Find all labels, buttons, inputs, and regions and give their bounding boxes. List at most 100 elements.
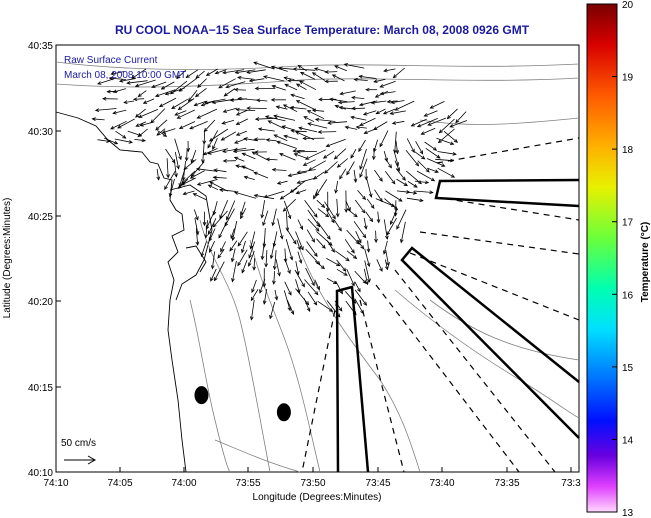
x-tick-label: 74:05 bbox=[107, 478, 132, 489]
y-tick-label: 40:25 bbox=[28, 212, 53, 223]
current-vector-head bbox=[222, 159, 227, 163]
current-vector bbox=[143, 98, 155, 104]
current-vector bbox=[232, 260, 237, 282]
current-vector bbox=[150, 108, 166, 124]
current-vector-head bbox=[229, 98, 234, 102]
current-vector-head bbox=[233, 156, 239, 161]
current-vector bbox=[157, 130, 167, 137]
current-vector bbox=[251, 299, 255, 320]
current-vector bbox=[258, 128, 275, 132]
current-vector bbox=[296, 239, 301, 250]
current-vector-head bbox=[254, 86, 259, 91]
current-vector-head bbox=[365, 87, 370, 92]
x-tick-label: 73:35 bbox=[494, 478, 519, 489]
current-vector-head bbox=[298, 259, 303, 264]
current-vector-head bbox=[138, 114, 143, 118]
current-vector bbox=[279, 153, 296, 161]
current-vector-head bbox=[299, 225, 304, 231]
current-vector-head bbox=[208, 237, 213, 242]
current-vector-head bbox=[190, 158, 195, 164]
current-vector-head bbox=[419, 198, 424, 203]
current-vector bbox=[251, 279, 257, 293]
current-vector-head bbox=[329, 308, 334, 312]
current-vector bbox=[414, 180, 429, 183]
current-vector-head bbox=[333, 155, 339, 160]
colorbar-tick-label: 19 bbox=[622, 73, 634, 84]
current-vector-head bbox=[203, 100, 209, 105]
current-vector bbox=[315, 119, 336, 122]
current-vector-head bbox=[290, 310, 295, 315]
current-vector-head bbox=[358, 102, 364, 107]
current-vector-head bbox=[332, 215, 336, 220]
current-vector bbox=[234, 191, 257, 199]
current-vector-head bbox=[314, 291, 319, 296]
current-vector-head bbox=[205, 72, 211, 76]
current-vector bbox=[265, 116, 286, 122]
current-vector-head bbox=[220, 248, 224, 253]
colorbar-tick-label: 16 bbox=[622, 290, 634, 301]
current-vector-head bbox=[195, 74, 200, 79]
current-vector-head bbox=[283, 76, 288, 81]
current-vector-head bbox=[231, 278, 235, 283]
x-axis-label: Longitude (Degrees:Minutes) bbox=[253, 492, 382, 503]
current-vector-head bbox=[241, 269, 245, 274]
current-vector bbox=[135, 79, 156, 87]
current-vector bbox=[354, 281, 361, 292]
colorbar-tick-label: 15 bbox=[622, 363, 634, 374]
current-vector bbox=[222, 119, 235, 124]
current-vector-head bbox=[276, 140, 281, 145]
current-vector-head bbox=[292, 67, 297, 71]
current-vector-head bbox=[201, 159, 205, 164]
current-vector-head bbox=[311, 238, 315, 243]
current-vector-head bbox=[288, 291, 292, 296]
current-vector bbox=[162, 128, 176, 134]
current-vector bbox=[212, 210, 228, 228]
current-vector-head bbox=[264, 115, 270, 120]
current-vector bbox=[174, 138, 182, 160]
current-vector bbox=[226, 200, 236, 220]
current-vector-head bbox=[253, 61, 258, 66]
current-vector-head bbox=[325, 213, 330, 218]
current-vector-head bbox=[338, 307, 343, 312]
current-vector bbox=[385, 190, 403, 202]
current-vector-head bbox=[222, 149, 227, 153]
current-vector-head bbox=[91, 117, 96, 121]
current-vector-head bbox=[195, 241, 200, 246]
current-vector bbox=[307, 209, 320, 227]
current-vector bbox=[333, 219, 342, 232]
current-vector bbox=[214, 261, 225, 281]
current-vector bbox=[215, 69, 227, 74]
current-vector-head bbox=[212, 211, 217, 216]
current-vector bbox=[253, 258, 255, 270]
current-vector-head bbox=[300, 246, 304, 251]
current-vector bbox=[356, 239, 365, 249]
sector-outlines bbox=[335, 178, 580, 473]
current-vector-head bbox=[370, 204, 375, 209]
current-vector bbox=[250, 289, 259, 301]
current-vector-head bbox=[297, 64, 302, 69]
current-vector bbox=[332, 74, 345, 82]
current-vector bbox=[316, 199, 325, 208]
current-vector bbox=[305, 149, 326, 160]
current-vector-head bbox=[353, 255, 358, 259]
current-vector bbox=[346, 250, 357, 259]
current-vector-head bbox=[200, 102, 206, 107]
current-vector-head bbox=[269, 254, 274, 260]
y-axis: 40:10 40:15 40:20 40:25 40:30 40:35 bbox=[28, 41, 61, 479]
current-vector-head bbox=[272, 265, 277, 271]
current-vector-head bbox=[421, 155, 426, 160]
current-vector-head bbox=[299, 80, 304, 85]
current-vector-head bbox=[112, 110, 117, 115]
current-vector bbox=[353, 169, 357, 183]
current-vector-head bbox=[275, 105, 280, 110]
current-vector bbox=[208, 148, 229, 154]
current-vector-head bbox=[289, 105, 295, 110]
current-vector-head bbox=[314, 117, 320, 122]
current-vector bbox=[265, 250, 268, 267]
current-vector-head bbox=[367, 278, 371, 283]
current-vector bbox=[395, 168, 406, 181]
current-vector bbox=[356, 126, 367, 129]
current-vector-head bbox=[204, 234, 208, 239]
current-vector-head bbox=[237, 242, 242, 247]
current-vector-head bbox=[195, 167, 201, 172]
